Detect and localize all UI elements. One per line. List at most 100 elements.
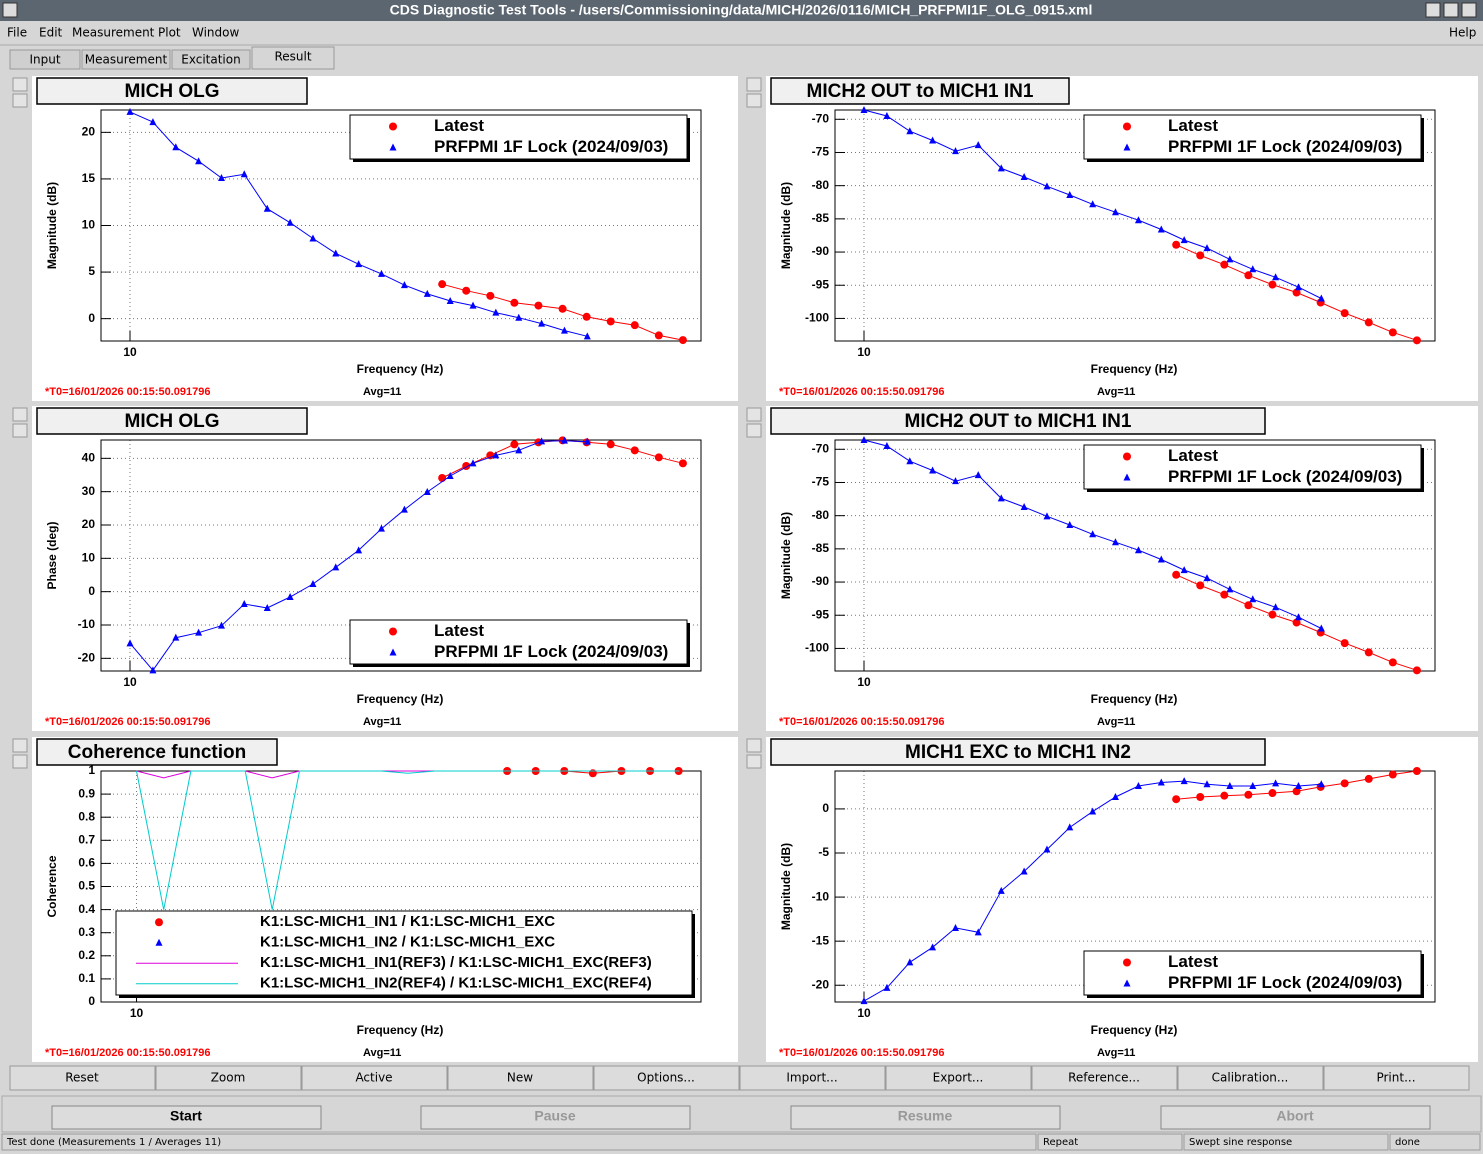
status-text: Repeat [1043, 1137, 1078, 1148]
t0-label: *T0=16/01/2026 00:15:50.091796 [779, 386, 944, 398]
legend-marker [155, 938, 163, 946]
data-point [263, 204, 271, 212]
side-button[interactable] [746, 754, 762, 769]
data-point [240, 600, 248, 607]
legend-label: PRFPMI 1F Lock (2024/09/03) [1168, 973, 1402, 992]
run-frame [1, 1095, 1482, 1133]
button[interactable] [155, 1065, 302, 1091]
legend-label: PRFPMI 1F Lock (2024/09/03) [434, 137, 668, 156]
data-point [1340, 309, 1349, 318]
menu-item[interactable]: File [7, 26, 27, 40]
data-point [1180, 566, 1188, 574]
side-button[interactable] [12, 77, 28, 92]
data-point [1172, 570, 1181, 579]
data-point [1220, 260, 1229, 269]
side-button[interactable] [746, 77, 762, 92]
data-point [355, 260, 363, 268]
data-point [860, 106, 868, 113]
run-button[interactable] [51, 1105, 322, 1130]
plot-frame [834, 770, 1436, 1003]
legend-marker [1123, 473, 1131, 481]
title-box [770, 77, 1070, 105]
menu-item[interactable]: Plot [158, 26, 181, 40]
button[interactable] [301, 1065, 448, 1091]
y-tick-label: 0.9 [78, 786, 95, 800]
status-text: Swept sine response [1189, 1137, 1292, 1148]
menu-help[interactable]: Help [1449, 26, 1476, 40]
data-point [1364, 648, 1373, 657]
button[interactable] [1031, 1065, 1178, 1091]
button[interactable] [1323, 1065, 1470, 1091]
side-button[interactable] [746, 738, 762, 753]
minimize-button[interactable] [1425, 2, 1441, 18]
title-box [36, 738, 278, 766]
y-tick-label: 0.1 [78, 971, 95, 985]
data-point [583, 437, 591, 445]
data-point [582, 312, 591, 321]
side-button[interactable] [746, 93, 762, 108]
button[interactable] [593, 1065, 740, 1091]
t0-label: *T0=16/01/2026 00:15:50.091796 [779, 716, 944, 728]
side-button[interactable] [746, 407, 762, 422]
legend-box [115, 910, 693, 996]
button[interactable] [447, 1065, 594, 1091]
data-point [678, 336, 687, 345]
data-point [462, 286, 471, 295]
data-point [1066, 823, 1074, 831]
data-point [1196, 251, 1205, 260]
x-tick-label: 10 [123, 345, 137, 359]
tab-label: Excitation [181, 53, 240, 67]
button-label: Reference... [1068, 1071, 1140, 1085]
data-point [1244, 601, 1253, 610]
button[interactable] [1177, 1065, 1324, 1091]
data-point [492, 308, 500, 316]
maximize-button[interactable] [1443, 2, 1459, 18]
data-point [1157, 225, 1165, 233]
button-label: Zoom [211, 1071, 246, 1085]
title-box [770, 407, 1266, 435]
legend-label: PRFPMI 1F Lock (2024/09/03) [1168, 137, 1402, 156]
side-button[interactable] [12, 423, 28, 438]
data-point [1412, 666, 1421, 675]
side-button[interactable] [12, 754, 28, 769]
legend-label: Latest [1168, 446, 1218, 465]
data-point [1388, 770, 1397, 779]
tab[interactable] [251, 46, 335, 70]
data-point [1196, 793, 1205, 802]
button[interactable] [739, 1065, 886, 1091]
y-axis-label: Magnitude (dB) [779, 512, 793, 599]
button[interactable] [9, 1065, 156, 1091]
menu-item[interactable]: Measurement [72, 26, 155, 40]
data-point [929, 466, 937, 474]
data-point [1020, 867, 1028, 875]
data-point [1043, 512, 1051, 520]
side-button[interactable] [12, 407, 28, 422]
tab[interactable] [81, 49, 171, 70]
y-tick-label: -90 [812, 574, 830, 588]
window-menu-button[interactable] [2, 2, 18, 18]
data-point [309, 580, 317, 587]
data-point [126, 639, 134, 647]
data-point [883, 983, 891, 991]
data-point [997, 164, 1005, 172]
legend-label: Latest [1168, 952, 1218, 971]
data-point [400, 505, 408, 513]
side-button[interactable] [12, 93, 28, 108]
data-point [1388, 328, 1397, 337]
close-button[interactable] [1461, 2, 1477, 18]
x-axis-label: Frequency (Hz) [1091, 692, 1178, 706]
button[interactable] [885, 1065, 1032, 1091]
y-tick-label: 15 [82, 171, 96, 185]
data-point [906, 958, 914, 966]
y-axis-label: Magnitude (dB) [779, 843, 793, 930]
menu-item[interactable]: Window [192, 26, 240, 40]
legend-box [1083, 950, 1422, 996]
side-button[interactable] [12, 738, 28, 753]
menu-item[interactable]: Edit [39, 26, 63, 40]
legend-box [349, 114, 688, 160]
status-field [1389, 1133, 1481, 1151]
tab[interactable] [171, 49, 251, 70]
tab[interactable] [9, 49, 81, 70]
side-button[interactable] [746, 423, 762, 438]
data-point [263, 604, 271, 611]
